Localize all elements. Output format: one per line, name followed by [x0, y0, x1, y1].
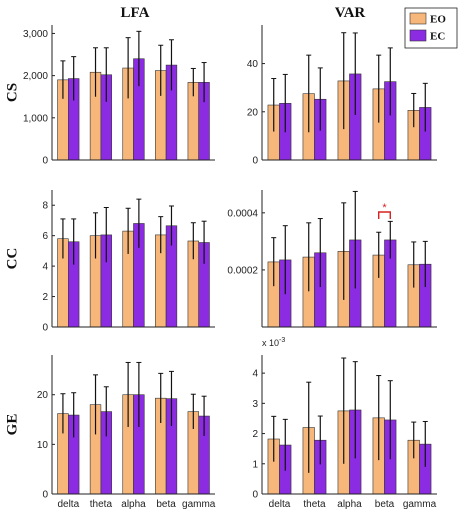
x-tick-label-theta: theta — [303, 499, 326, 510]
y-tick-label: 3,000 — [23, 29, 48, 40]
x-tick-label-gamma: gamma — [182, 499, 216, 510]
x-tick-label-beta: beta — [156, 499, 176, 510]
y-tick-label: 8 — [42, 201, 48, 212]
y-tick-label: 1,000 — [23, 113, 48, 124]
y-tick-label: 4 — [42, 262, 48, 273]
panel-cc-var: 0.0002 0.0004 * — [227, 190, 437, 328]
y-tick-label: 0.0004 — [227, 208, 258, 219]
y-tick-label: 3 — [252, 399, 258, 410]
panel-cs-var: 0 20 40 — [247, 25, 437, 167]
legend-label-ec: EC — [430, 31, 445, 43]
column-title-lfa: LFA — [121, 5, 150, 21]
legend-label-eo: EO — [430, 14, 446, 26]
y-tick-label: 6 — [42, 231, 48, 242]
y-tick-label: 2 — [252, 429, 258, 440]
x-tick-label-delta: delta — [269, 499, 291, 510]
y-tick-label: 0 — [252, 156, 258, 167]
x-tick-label-theta: theta — [90, 499, 113, 510]
legend-swatch-eo — [409, 12, 427, 25]
x-tick-label-beta: beta — [375, 499, 395, 510]
y-exponent-label: x 10-3 — [262, 337, 285, 348]
row-title-cc: CC — [4, 248, 20, 270]
x-tick-label-gamma: gamma — [403, 499, 437, 510]
column-title-var: VAR — [335, 5, 366, 21]
significance-marker: * — [382, 202, 387, 214]
y-tick-label: 0 — [42, 156, 48, 167]
y-tick-label: 40 — [247, 59, 259, 70]
significance-bracket — [378, 211, 391, 219]
y-tick-label: 0 — [252, 490, 258, 501]
y-tick-label: 0 — [42, 323, 48, 334]
y-tick-label: 1 — [252, 459, 258, 470]
legend: EO EC — [404, 7, 458, 49]
y-tick-label: 10 — [37, 440, 49, 451]
row-title-cs: CS — [4, 83, 20, 102]
y-tick-label: 20 — [37, 390, 49, 401]
y-tick-label: 2 — [42, 292, 48, 303]
row-title-ge: GE — [4, 414, 20, 436]
x-tick-label-delta: delta — [57, 499, 79, 510]
x-tick-label-alpha: alpha — [121, 499, 146, 510]
y-tick-label: 0 — [42, 490, 48, 501]
panel-ge-var: 0 1 2 3 4 delta theta alpha beta gamma x 10-3 — [252, 337, 437, 510]
y-tick-label: 4 — [252, 369, 258, 380]
panel-cc-lfa: 0 2 4 6 8 — [42, 190, 215, 334]
panel-ge-lfa: 0 10 20 delta theta alpha beta gamma — [37, 355, 216, 510]
panel-cs-lfa: 0 1,000 2,000 3,000 — [23, 25, 215, 167]
y-tick-label: 0.0002 — [227, 265, 258, 276]
x-tick-label-alpha: alpha — [337, 499, 362, 510]
legend-swatch-ec — [409, 29, 427, 42]
y-tick-label: 2,000 — [23, 71, 48, 82]
y-tick-label: 20 — [247, 107, 259, 118]
